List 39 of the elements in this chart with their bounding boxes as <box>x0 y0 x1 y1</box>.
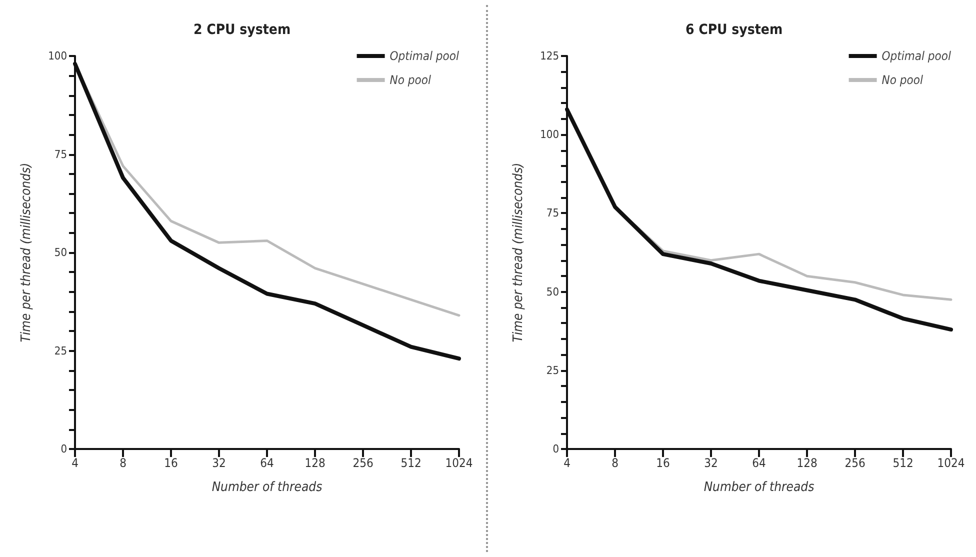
x-tick-label: 64 <box>260 456 274 470</box>
x-tick-label: 256 <box>352 456 374 470</box>
y-axis-title: Time per thread (milliseconds) <box>511 162 526 342</box>
legend-label: Optimal pool <box>882 49 952 63</box>
y-tick-label: 0 <box>60 442 67 456</box>
x-tick-label: 128 <box>304 456 326 470</box>
y-tick-label: 25 <box>54 344 67 358</box>
y-tick-label: 0 <box>552 442 559 456</box>
x-tick-label: 8 <box>120 456 127 470</box>
x-tick-label: 512 <box>892 456 914 470</box>
y-axis-title: Time per thread (milliseconds) <box>19 162 34 342</box>
x-axis-title: Number of threads <box>212 480 322 495</box>
y-tick-label: 50 <box>54 246 67 259</box>
x-tick-label: 4 <box>564 456 571 470</box>
chart-title: 2 CPU system <box>193 22 291 38</box>
x-tick-label: 16 <box>164 456 178 470</box>
y-tick-label: 75 <box>54 148 67 161</box>
x-tick-label: 1024 <box>937 456 965 470</box>
x-tick-label: 4 <box>72 456 79 470</box>
legend-label: Optimal pool <box>390 49 460 63</box>
x-tick-label: 256 <box>844 456 866 470</box>
x-axis-title: Number of threads <box>704 480 814 495</box>
legend-label: No pool <box>882 73 923 87</box>
x-tick-label: 512 <box>400 456 422 470</box>
x-tick-label: 128 <box>796 456 818 470</box>
y-tick-label: 100 <box>540 128 559 142</box>
y-tick-label: 75 <box>546 206 559 220</box>
y-tick-label: 125 <box>540 50 559 62</box>
x-tick-label: 32 <box>704 456 718 470</box>
x-tick-label: 64 <box>752 456 766 470</box>
chart-title: 6 CPU system <box>685 22 783 38</box>
y-tick-label: 25 <box>546 364 559 377</box>
x-tick-label: 32 <box>212 456 226 470</box>
x-tick-label: 8 <box>612 456 619 470</box>
y-tick-label: 50 <box>546 285 559 298</box>
x-tick-label: 1024 <box>445 456 473 470</box>
y-tick-label: 100 <box>48 50 67 62</box>
legend-label: No pool <box>390 73 431 87</box>
x-tick-label: 16 <box>656 456 670 470</box>
